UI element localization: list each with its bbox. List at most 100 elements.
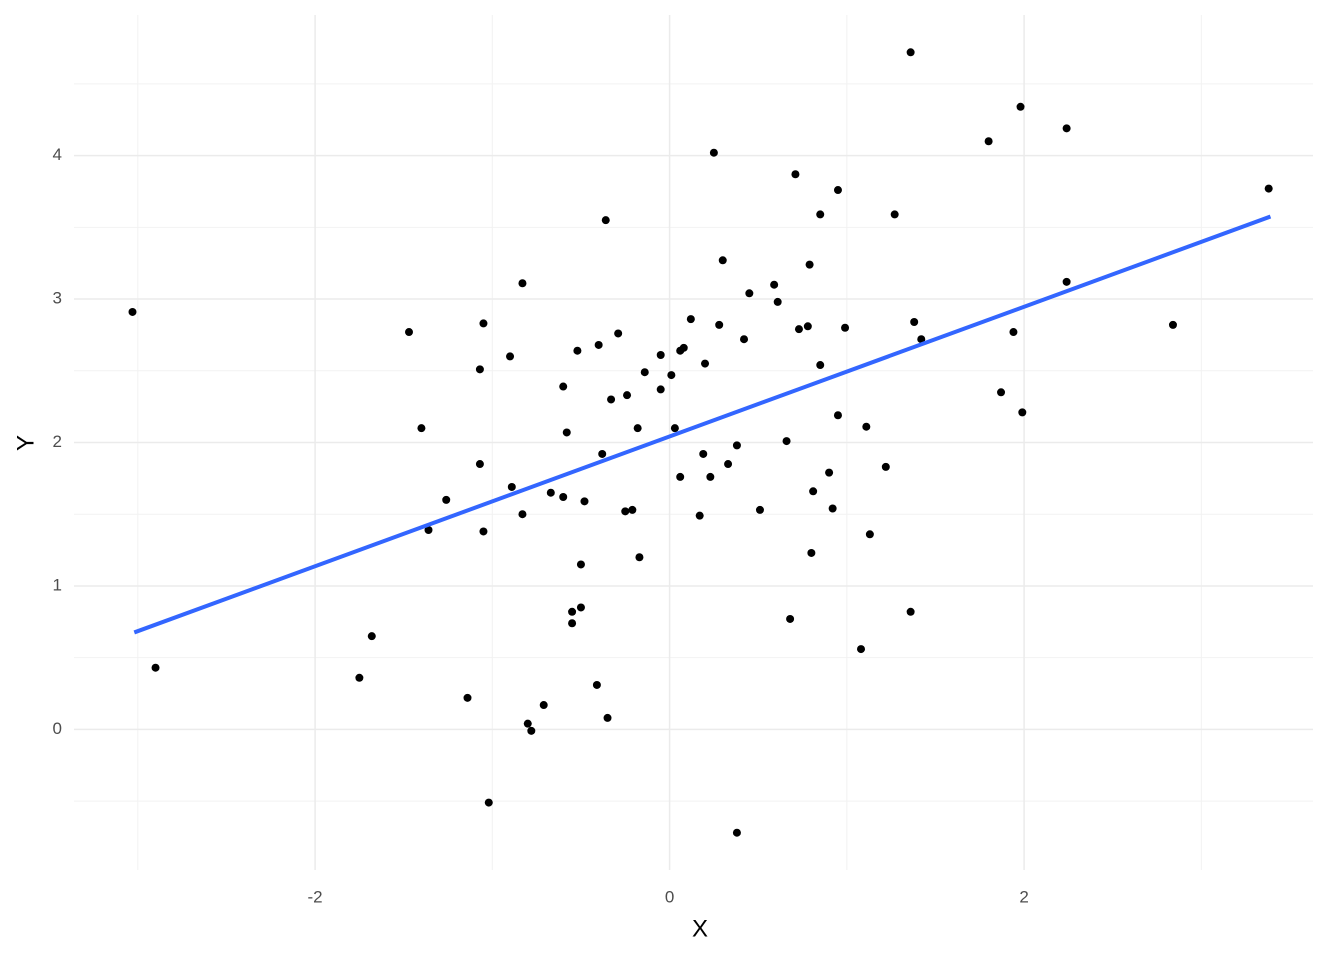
- point: [701, 359, 710, 368]
- point: [628, 505, 637, 514]
- point: [745, 289, 754, 298]
- point: [1009, 328, 1018, 337]
- x-tick-label: 0: [665, 887, 674, 906]
- point: [686, 315, 695, 324]
- point: [635, 553, 644, 562]
- point: [475, 460, 484, 469]
- point: [573, 346, 582, 355]
- point: [417, 424, 426, 433]
- point: [518, 279, 527, 288]
- point: [679, 343, 688, 352]
- point: [803, 322, 812, 331]
- point: [601, 216, 610, 225]
- point: [857, 645, 866, 654]
- point: [786, 614, 795, 623]
- point: [825, 468, 834, 477]
- point: [576, 603, 585, 612]
- point: [405, 328, 414, 337]
- point: [805, 260, 814, 269]
- point: [841, 323, 850, 332]
- point: [917, 335, 926, 344]
- point: [809, 487, 818, 496]
- x-axis-title: X: [692, 915, 708, 942]
- point: [706, 472, 715, 481]
- point: [656, 350, 665, 359]
- point: [881, 462, 890, 471]
- point: [484, 798, 493, 807]
- point: [580, 497, 589, 506]
- point: [442, 495, 451, 504]
- point: [463, 693, 472, 702]
- point: [794, 325, 803, 334]
- point: [479, 319, 488, 328]
- point: [598, 449, 607, 458]
- point: [424, 526, 433, 535]
- point: [594, 340, 603, 349]
- point: [1264, 184, 1273, 193]
- x-tick-label: 2: [1019, 887, 1028, 906]
- x-tick-label: -2: [308, 887, 323, 906]
- point: [906, 607, 915, 616]
- point: [997, 388, 1006, 397]
- point: [732, 441, 741, 450]
- point: [475, 365, 484, 374]
- point: [1062, 124, 1071, 133]
- point: [833, 186, 842, 195]
- trend-line: [133, 214, 1272, 635]
- point: [1016, 102, 1025, 111]
- point: [559, 493, 568, 502]
- point: [568, 619, 577, 628]
- point: [607, 395, 616, 404]
- point: [523, 719, 532, 728]
- point: [527, 726, 536, 735]
- point: [1062, 277, 1071, 286]
- point: [562, 428, 571, 437]
- point: [507, 482, 516, 491]
- point: [621, 507, 630, 516]
- point: [807, 548, 816, 557]
- point: [782, 437, 791, 446]
- point: [1168, 320, 1177, 329]
- point: [833, 411, 842, 420]
- point: [709, 148, 718, 157]
- point: [695, 511, 704, 520]
- point: [755, 505, 764, 514]
- point: [667, 371, 676, 380]
- point: [546, 488, 555, 497]
- y-tick-label: 0: [53, 719, 62, 738]
- point: [568, 607, 577, 616]
- y-tick-label: 4: [53, 145, 62, 164]
- y-axis-title: Y: [12, 435, 39, 451]
- point: [506, 352, 515, 361]
- point: [479, 527, 488, 536]
- point: [828, 504, 837, 513]
- point: [151, 663, 160, 672]
- point: [865, 530, 874, 539]
- point: [890, 210, 899, 219]
- point: [539, 701, 548, 710]
- point: [862, 422, 871, 431]
- point: [984, 137, 993, 146]
- point: [367, 632, 376, 641]
- point: [576, 560, 585, 569]
- point: [732, 828, 741, 837]
- point: [724, 460, 733, 469]
- point: [128, 307, 137, 316]
- point: [656, 385, 665, 394]
- point: [614, 329, 623, 338]
- point: [1018, 408, 1027, 417]
- point: [718, 256, 727, 265]
- point: [670, 424, 679, 433]
- point: [355, 673, 364, 682]
- point: [592, 680, 601, 689]
- point: [715, 320, 724, 329]
- y-tick-label: 1: [53, 575, 62, 594]
- point: [633, 424, 642, 433]
- point: [770, 280, 779, 289]
- point: [906, 48, 915, 57]
- point: [910, 317, 919, 326]
- point: [816, 210, 825, 219]
- point: [816, 361, 825, 370]
